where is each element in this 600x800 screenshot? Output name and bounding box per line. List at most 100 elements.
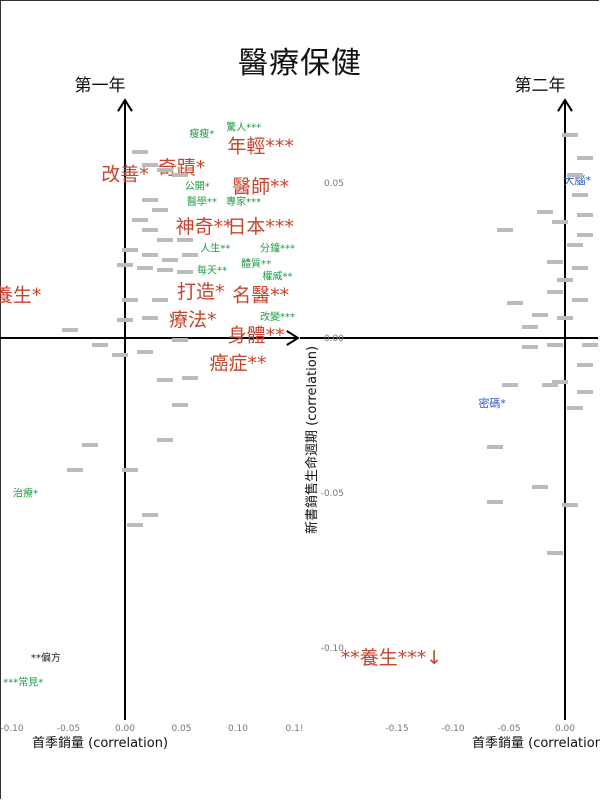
word-label: ***常見* [3,676,43,689]
word-label: 打造* [177,281,225,303]
panel2-y-tick-label: -0.10 [321,644,345,654]
filler-mark [182,253,198,257]
filler-mark [582,343,598,347]
filler-mark [562,133,578,137]
panel2-y-tick-label: -0.05 [321,489,344,499]
filler-mark [562,503,578,507]
panel1-x-tick-label: -0.10 [0,724,24,734]
filler-mark [487,500,503,504]
filler-mark [177,270,193,274]
filler-mark [157,268,173,272]
word-label: 公開* [185,181,210,193]
word-label: 每天** [197,263,227,276]
filler-mark [542,383,558,387]
word-label: 身體** [228,325,285,347]
word-label: 日本*** [227,216,294,238]
filler-mark [487,445,503,449]
panel2-y-tick-label: 0.05 [324,179,344,189]
filler-mark [577,213,593,217]
filler-mark [142,228,158,232]
word-label: 權威** [263,270,293,283]
filler-mark [577,363,593,367]
filler-mark [142,316,158,320]
word-label: 奇蹟* [158,157,206,179]
filler-mark [507,301,523,305]
panel1-x-tick-label: 0.05 [171,724,191,734]
word-label: 體質** [241,257,271,270]
word-label: **偏方 [31,651,61,664]
filler-mark [547,260,563,264]
filler-mark [577,233,593,237]
filler-mark [532,485,548,489]
panel2-x-tick-label: -0.10 [441,724,465,734]
panel1-x-tick-label: 0.10 [228,724,248,734]
word-label: 養生* [0,284,41,306]
filler-mark [532,313,548,317]
panel2-x-tick-label: 0.00 [555,724,575,734]
filler-mark [557,278,573,282]
filler-mark [92,343,108,347]
word-label: 醫學** [187,195,217,208]
filler-mark [122,248,138,252]
filler-mark [547,290,563,294]
panel1-x-axis-title: 首季銷量 (correlation) [32,735,168,751]
filler-mark [177,238,193,242]
panel1-x-tick-label: 0.00 [115,724,135,734]
filler-mark [552,220,568,224]
filler-mark [142,163,158,167]
y-axis-arrowhead [117,98,133,112]
filler-mark [162,258,178,262]
panel2-x-axis-title: 首季銷量 (correlation) [472,735,600,751]
word-label: 療法* [169,309,217,331]
filler-mark [122,298,138,302]
filler-mark [157,438,173,442]
filler-mark [502,383,518,387]
filler-mark [82,443,98,447]
filler-mark [137,266,153,270]
filler-mark [157,168,173,172]
panel2-label: 第二年 [515,76,566,96]
word-label: 治療* [13,487,38,500]
chart-title: 醫療保健 [238,46,362,81]
filler-mark [172,173,188,177]
filler-mark [142,253,158,257]
filler-mark [172,403,188,407]
filler-mark [142,513,158,517]
word-label: **養生***↓ [341,647,442,669]
word-label: 年輕*** [227,135,294,157]
panel2-y-axis-title: 新書銷售生命週期 (correlation) [304,346,320,534]
word-label: 密碼* [478,396,506,410]
filler-mark [157,378,173,382]
panel1-x-tick-label: 0.1! [286,724,304,734]
filler-mark [137,350,153,354]
word-label: 分鐘*** [260,242,295,255]
filler-mark [132,218,148,222]
filler-mark [577,390,593,394]
filler-mark [567,173,583,177]
filler-mark [577,156,593,160]
filler-mark [132,150,148,154]
filler-mark [112,353,128,357]
word-label: 神奇** [176,216,233,238]
word-label: 改善* [101,163,149,185]
filler-mark [117,263,133,267]
panel2-y-tick-label: 0.00 [324,334,344,344]
word-label: 人生** [200,242,230,255]
filler-mark [122,468,138,472]
filler-mark [567,243,583,247]
filler-mark [522,325,538,329]
filler-mark [572,266,588,270]
filler-mark [572,193,588,197]
filler-mark [552,380,568,384]
filler-mark [152,298,168,302]
filler-mark [522,345,538,349]
x-axis-arrowhead [286,330,300,346]
word-label: 名醫** [232,284,289,306]
panel1-label: 第一年 [75,76,126,96]
word-label: 癌症** [209,352,266,374]
y-axis-arrowhead [557,98,573,112]
word-label: 改變*** [260,310,295,323]
filler-mark [67,468,83,472]
word-label: 專家*** [226,195,261,208]
